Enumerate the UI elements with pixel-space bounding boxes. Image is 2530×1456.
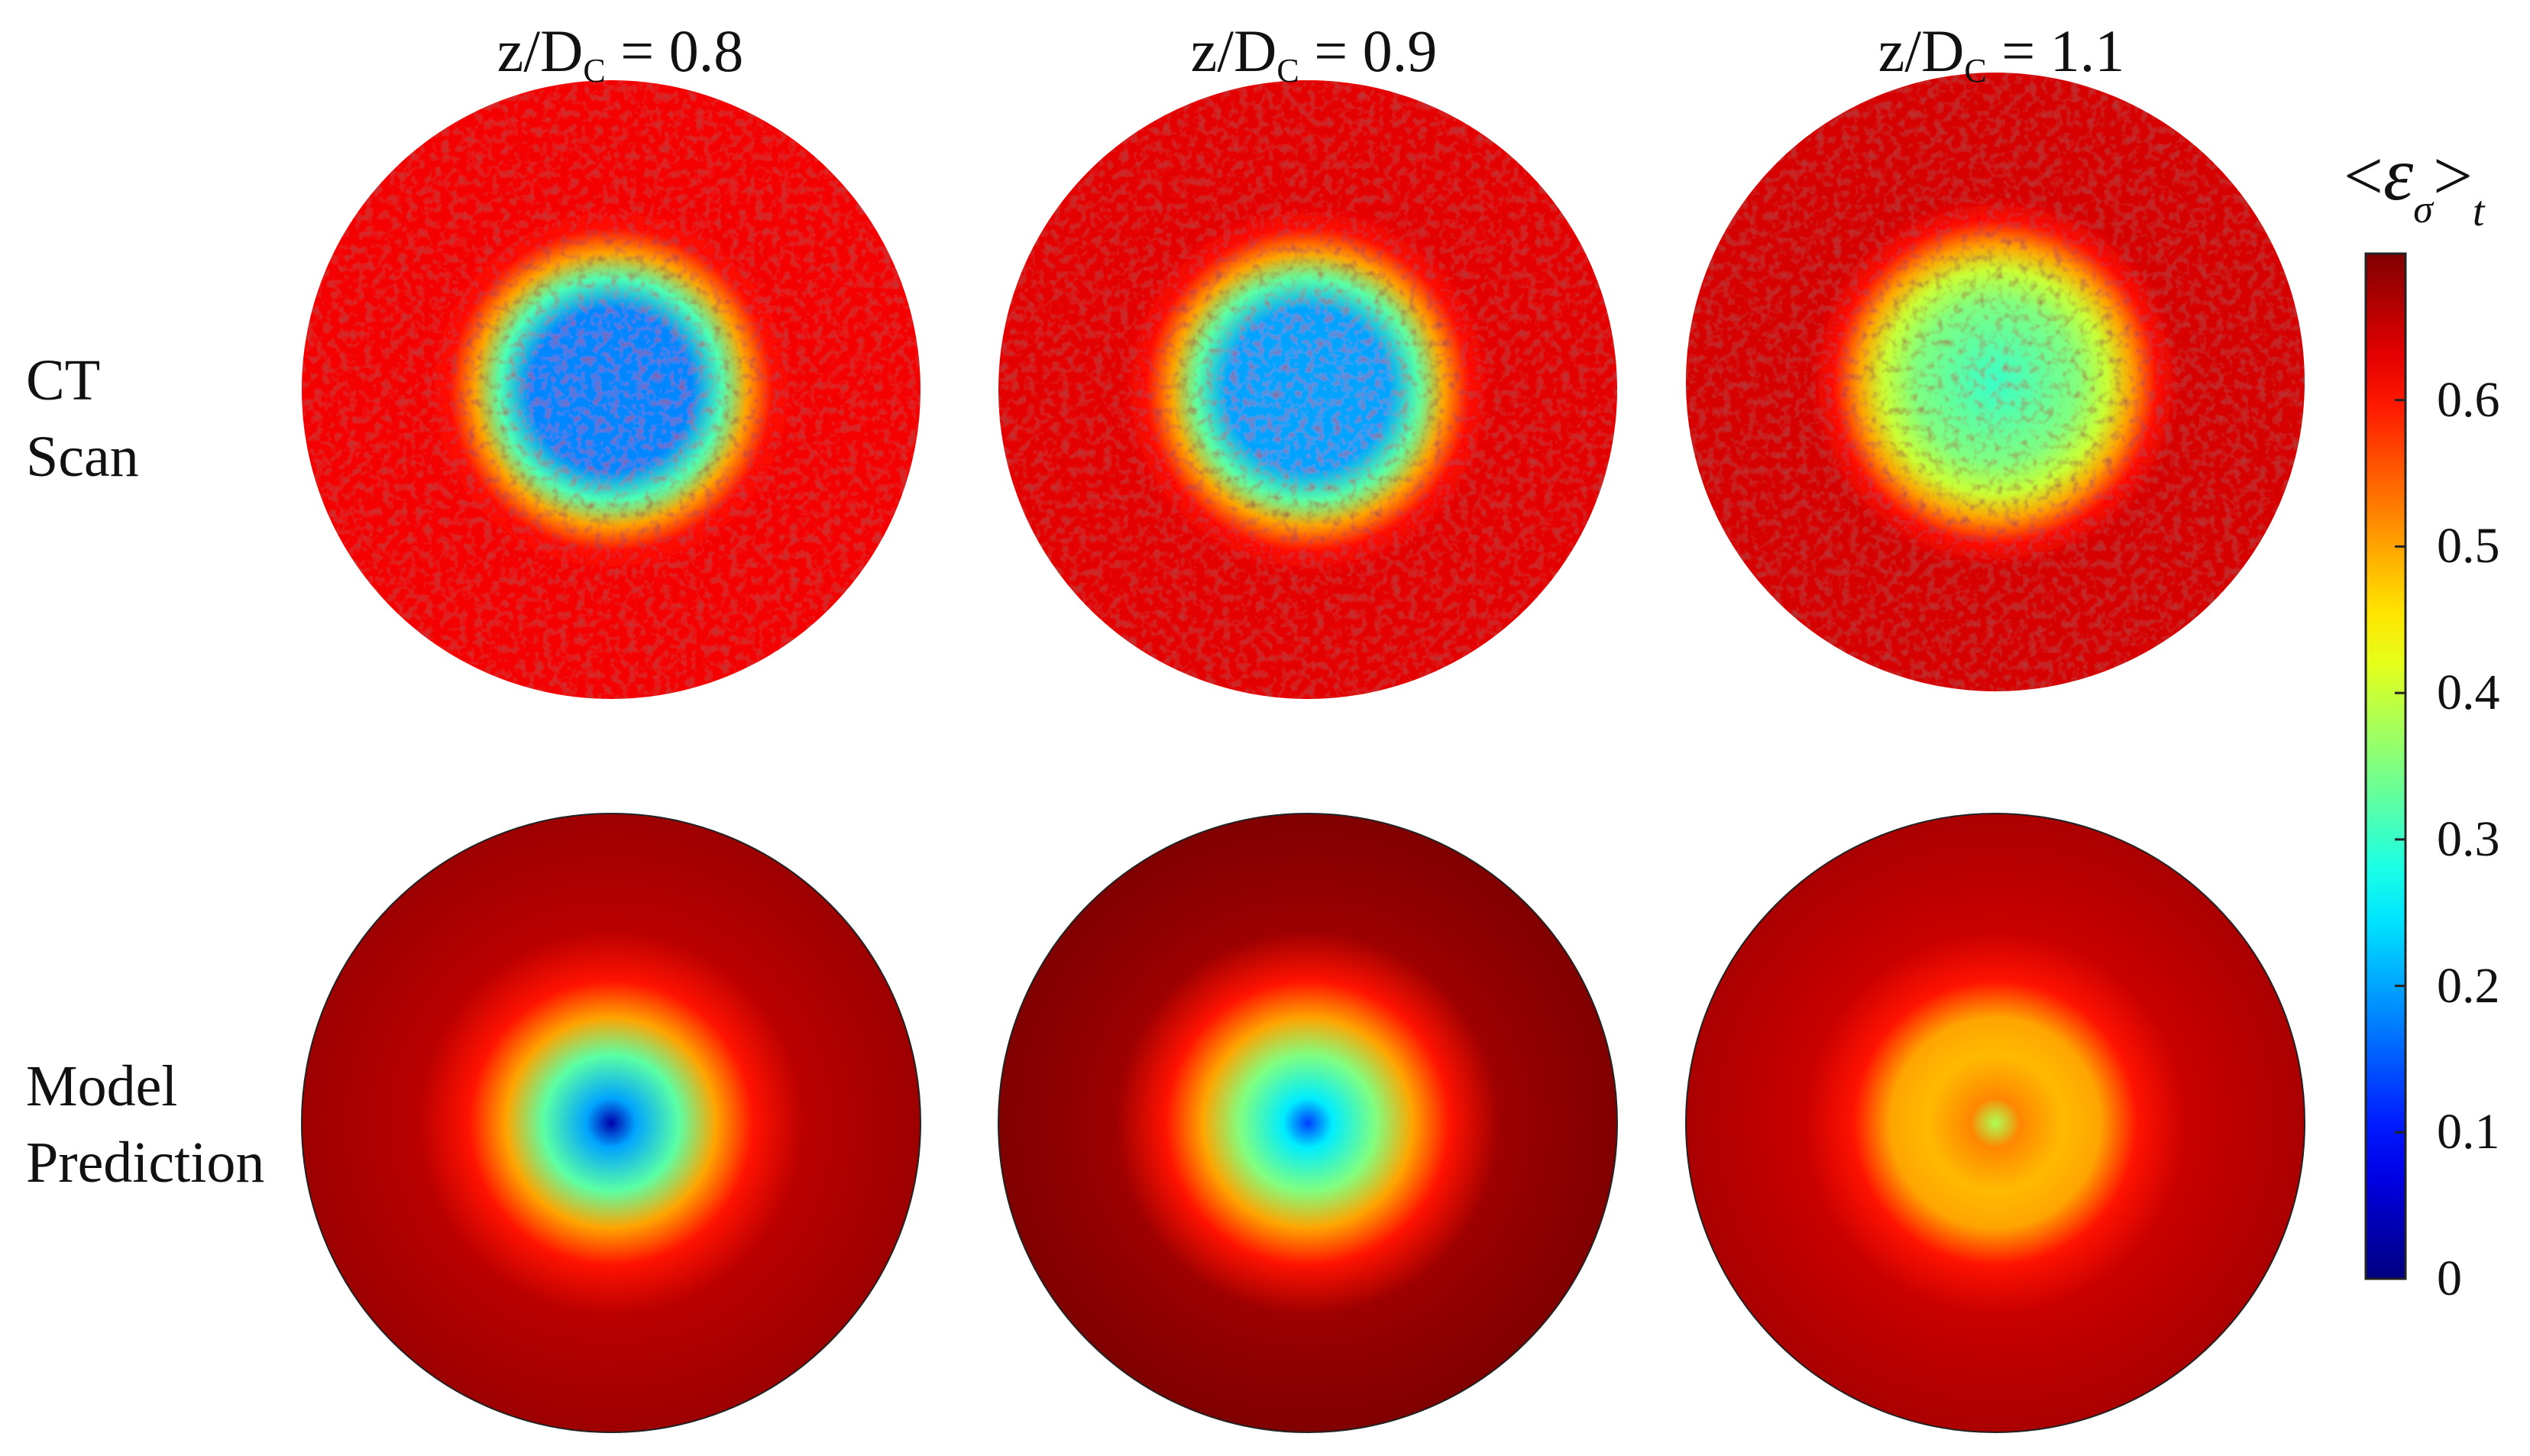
colorbar-tick-label: 0.3 <box>2437 811 2500 867</box>
column-title-1: z/DC = 0.8 <box>497 18 744 89</box>
colorbar-tick-label: 0.4 <box>2437 665 2500 721</box>
row-label-model-prediction: Model Prediction <box>26 1048 264 1201</box>
row-label-ct-scan: CT Scan <box>26 342 139 495</box>
colorbar-tick-label: 0.1 <box>2437 1104 2500 1160</box>
contour-disc-model-2 <box>998 813 1618 1433</box>
colorbar-tick-label: 0.6 <box>2437 371 2500 428</box>
colorbar-title: <εσ>t <box>2344 131 2485 235</box>
colorbar-tick-label: 0 <box>2437 1251 2462 1306</box>
contour-disc-ct-2 <box>998 80 1617 699</box>
colorbar-gradient <box>2364 252 2407 1280</box>
row-label-line1: Model <box>26 1054 178 1118</box>
row-label-line2: Prediction <box>26 1131 265 1195</box>
colorbar-tick-label: 0.2 <box>2437 957 2500 1014</box>
row-label-line2: Scan <box>26 425 139 489</box>
column-title-3: z/DC = 1.1 <box>1878 18 2125 89</box>
column-title-2: z/DC = 0.9 <box>1190 18 1438 89</box>
row-label-line1: CT <box>26 348 101 413</box>
contour-disc-ct-3 <box>1686 73 2305 691</box>
contour-disc-model-3 <box>1685 813 2305 1433</box>
contour-disc-ct-1 <box>302 80 920 699</box>
contour-disc-model-1 <box>301 813 921 1433</box>
colorbar <box>2364 252 2407 1280</box>
colorbar-tick-label: 0.5 <box>2437 518 2500 574</box>
